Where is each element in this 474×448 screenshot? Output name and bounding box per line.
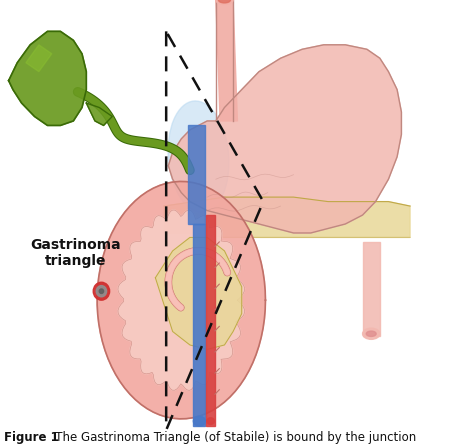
Text: Figure 1: Figure 1 [4,431,59,444]
Ellipse shape [207,418,215,425]
Ellipse shape [99,289,104,293]
Ellipse shape [216,0,233,4]
Ellipse shape [219,0,230,3]
Polygon shape [26,45,52,72]
Polygon shape [216,0,237,121]
Ellipse shape [168,101,229,213]
Polygon shape [363,242,380,336]
Ellipse shape [363,328,380,340]
Text: Gastrinoma
triangle: Gastrinoma triangle [30,238,121,268]
Ellipse shape [366,331,376,336]
Polygon shape [193,224,205,426]
Polygon shape [168,45,401,233]
Polygon shape [97,181,265,419]
Polygon shape [206,215,215,426]
Ellipse shape [96,286,107,297]
Polygon shape [118,210,245,390]
Polygon shape [86,103,112,125]
Text: The Gastrinoma Triangle (of Stabile) is bound by the junction: The Gastrinoma Triangle (of Stabile) is … [44,431,416,444]
Ellipse shape [93,282,109,300]
Polygon shape [164,197,410,237]
Polygon shape [9,31,86,125]
Polygon shape [188,125,205,224]
Ellipse shape [193,416,205,426]
Polygon shape [155,237,242,349]
